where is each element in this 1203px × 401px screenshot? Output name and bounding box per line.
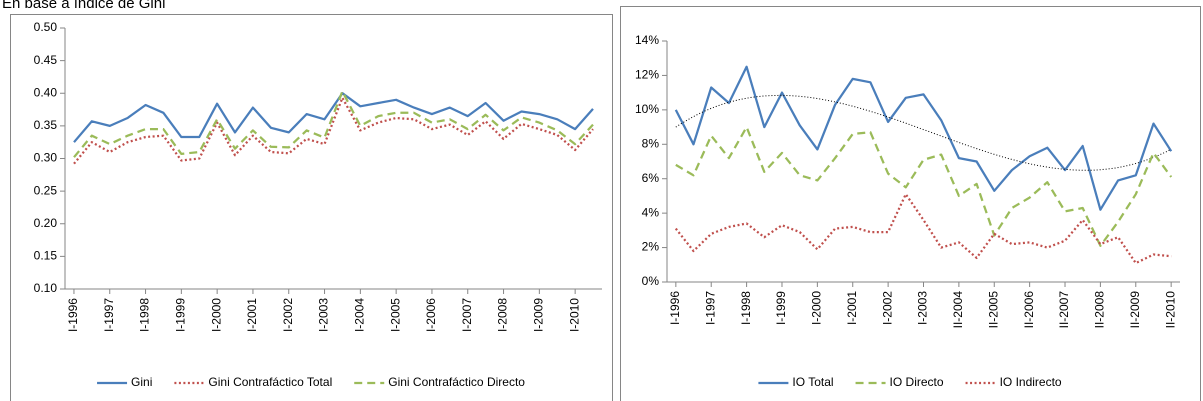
x-tick-label: I-2001 [845, 291, 859, 325]
x-tick-label: I-1998 [739, 291, 753, 325]
x-tick-label: II-2009 [1128, 291, 1142, 329]
x-tick-label: I-2009 [532, 298, 546, 332]
legend-label: Gini Contrafáctico Total [208, 375, 332, 389]
y-tick-label: 0% [642, 274, 660, 288]
y-tick-label: 0.50 [34, 20, 58, 34]
x-tick-label: II-2007 [1057, 291, 1071, 329]
legend-label: IO Indirecto [1000, 375, 1062, 389]
x-tick-label: I-1996 [668, 291, 682, 325]
y-tick-label: 2% [642, 240, 660, 254]
x-tick-label: I-2000 [810, 291, 824, 325]
y-tick-label: 14% [635, 33, 659, 47]
series-line [73, 90, 594, 158]
legend-label: IO Directo [890, 375, 944, 389]
y-tick-label: 12% [635, 68, 659, 82]
x-tick-label: I-2001 [245, 298, 259, 332]
x-tick-label: I-2010 [567, 298, 581, 332]
series-line [73, 92, 594, 143]
y-tick-label: 0.15 [34, 249, 58, 263]
series-line [675, 125, 1173, 247]
y-tick-label: 0.20 [34, 216, 58, 230]
series-line [674, 193, 1172, 265]
x-tick-label: I-2002 [880, 291, 894, 325]
x-tick-label: II-2008 [1093, 291, 1107, 329]
legend-label: Gini [131, 375, 152, 389]
x-tick-label: I-1997 [102, 298, 116, 332]
x-tick-label: I-1998 [138, 298, 152, 332]
x-tick-label: I-2008 [496, 298, 510, 332]
legend-label: IO Total [792, 375, 833, 389]
x-tick-label: I-2007 [460, 298, 474, 332]
x-tick-label: I-2003 [916, 291, 930, 325]
y-tick-label: 0.35 [34, 118, 58, 132]
series-line [674, 65, 1173, 211]
y-tick-label: 0.45 [34, 53, 58, 67]
chart-frame [10, 14, 613, 401]
x-tick-label: II-2004 [951, 291, 965, 329]
x-tick-label: I-2000 [209, 298, 223, 332]
chart-title: En base a índice de Gini [2, 0, 165, 12]
x-tick-label: I-1999 [774, 291, 788, 325]
series-line [73, 96, 594, 165]
y-tick-label: 10% [635, 102, 659, 116]
x-tick-label: II-2010 [1163, 291, 1177, 329]
x-tick-label: I-2003 [317, 298, 331, 332]
x-tick-label: I-1997 [703, 291, 717, 325]
y-tick-label: 6% [642, 171, 660, 185]
y-tick-label: 0.10 [34, 281, 58, 295]
x-tick-label: II-2006 [1022, 291, 1036, 329]
y-tick-label: 4% [642, 205, 660, 219]
y-tick-label: 0.30 [34, 151, 58, 165]
y-tick-label: 8% [642, 136, 660, 150]
y-tick-label: 0.40 [34, 85, 58, 99]
chart-frame [620, 6, 1201, 401]
x-tick-label: I-1996 [66, 298, 80, 332]
x-tick-label: I-2004 [353, 298, 367, 332]
trendline [675, 94, 1172, 171]
x-tick-label: I-1999 [174, 298, 188, 332]
legend-label: Gini Contrafáctico Directo [388, 375, 525, 389]
x-tick-label: II-2005 [986, 291, 1000, 329]
x-tick-label: I-2002 [281, 298, 295, 332]
y-tick-label: 0.25 [34, 183, 58, 197]
x-tick-label: I-2005 [388, 298, 402, 332]
x-tick-label: I-2006 [424, 298, 438, 332]
